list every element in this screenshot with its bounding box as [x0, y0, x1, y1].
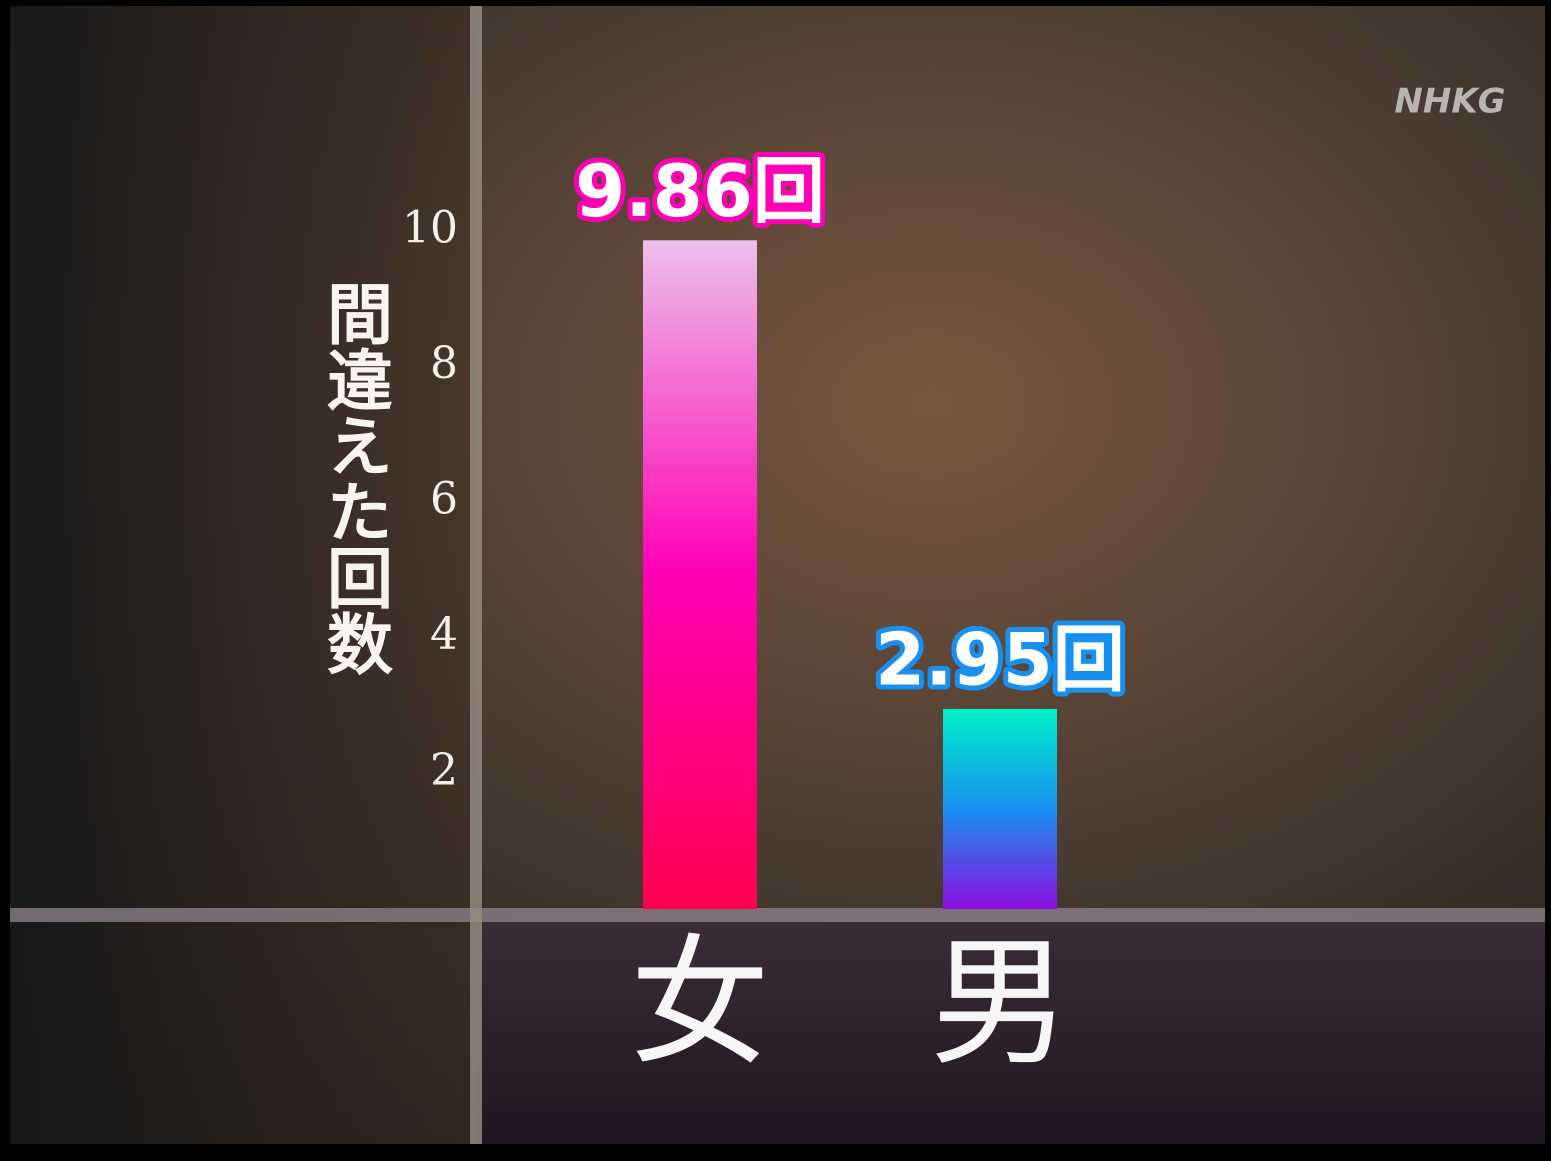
x-tick-label: 女 [630, 923, 770, 1086]
value-label: 9.86回 [575, 149, 825, 233]
baseline [10, 908, 1545, 922]
y-tick-label: 10 [402, 202, 458, 253]
value-label: 2.95回 [875, 617, 1125, 701]
y-tick-label: 8 [430, 338, 458, 389]
watermark: NHKG [1394, 82, 1505, 122]
y-tick-label: 2 [430, 745, 458, 796]
bar [643, 240, 757, 909]
y-axis-label: 間違えた回数 [316, 280, 393, 676]
floor-band [476, 922, 1545, 1144]
x-tick-label: 男 [930, 923, 1070, 1086]
y-tick-label: 6 [430, 474, 458, 525]
left-panel [10, 6, 476, 1144]
y-tick-label: 4 [430, 609, 458, 660]
bar [943, 708, 1057, 909]
y-axis-line [470, 6, 482, 1144]
